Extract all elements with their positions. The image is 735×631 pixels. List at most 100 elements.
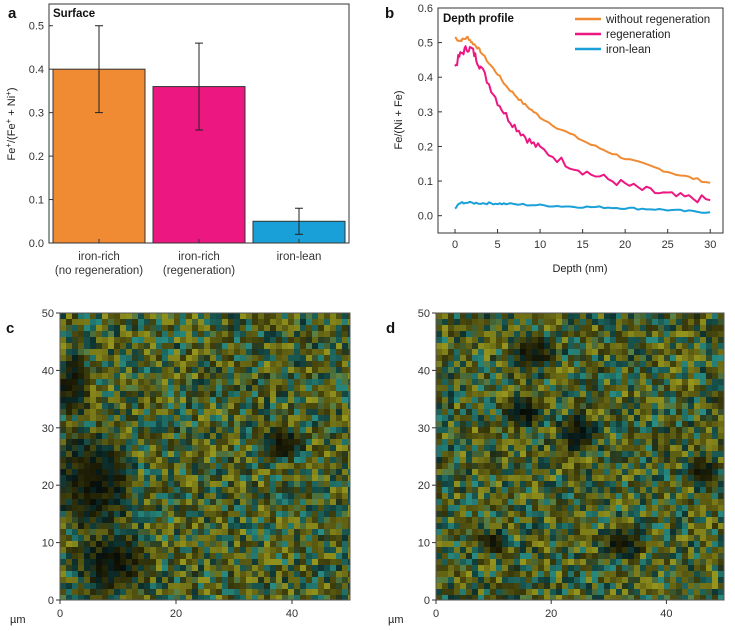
- map-pixel: [490, 385, 496, 391]
- map-pixel: [436, 565, 442, 571]
- map-pixel: [550, 541, 556, 547]
- map-pixel: [448, 325, 454, 331]
- map-pixel: [90, 457, 96, 463]
- map-pixel: [192, 427, 198, 433]
- map-pixel: [336, 403, 342, 409]
- map-pixel: [150, 577, 156, 583]
- map-pixel: [538, 421, 544, 427]
- map-pixel: [652, 421, 658, 427]
- map-pixel: [676, 433, 682, 439]
- map-pixel: [466, 421, 472, 427]
- map-pixel: [72, 349, 78, 355]
- map-pixel: [460, 523, 466, 529]
- map-pixel: [192, 445, 198, 451]
- map-pixel: [490, 325, 496, 331]
- map-pixel: [96, 451, 102, 457]
- map-pixel: [466, 439, 472, 445]
- map-pixel: [282, 595, 288, 600]
- map-pixel: [676, 373, 682, 379]
- map-pixel: [586, 547, 592, 553]
- map-pixel: [240, 367, 246, 373]
- map-pixel: [670, 571, 676, 577]
- map-pixel: [198, 565, 204, 571]
- map-pixel: [436, 577, 442, 583]
- map-pixel: [562, 451, 568, 457]
- map-pixel: [198, 373, 204, 379]
- map-pixel: [120, 559, 126, 565]
- map-pixel: [306, 385, 312, 391]
- map-pixel: [78, 427, 84, 433]
- map-pixel: [264, 367, 270, 373]
- map-pixel: [706, 577, 712, 583]
- map-pixel: [616, 589, 622, 595]
- map-pixel: [222, 415, 228, 421]
- map-pixel: [514, 397, 520, 403]
- map-pixel: [204, 577, 210, 583]
- map-pixel: [628, 337, 634, 343]
- map-pixel: [72, 355, 78, 361]
- map-pixel: [114, 415, 120, 421]
- map-pixel: [198, 409, 204, 415]
- map-pixel: [448, 547, 454, 553]
- map-pixel: [204, 565, 210, 571]
- map-pixel: [288, 421, 294, 427]
- map-pixel: [264, 499, 270, 505]
- map-pixel: [168, 445, 174, 451]
- map-pixel: [336, 517, 342, 523]
- map-pixel: [532, 547, 538, 553]
- map-pixel: [454, 349, 460, 355]
- map-pixel: [264, 391, 270, 397]
- map-pixel: [472, 499, 478, 505]
- map-pixel: [514, 415, 520, 421]
- map-pixel: [466, 415, 472, 421]
- map-pixel: [300, 433, 306, 439]
- map-pixel: [502, 469, 508, 475]
- map-pixel: [628, 463, 634, 469]
- map-pixel: [604, 451, 610, 457]
- map-pixel: [102, 463, 108, 469]
- map-pixel: [306, 571, 312, 577]
- map-pixel: [478, 589, 484, 595]
- map-pixel: [454, 379, 460, 385]
- map-pixel: [72, 421, 78, 427]
- map-pixel: [132, 367, 138, 373]
- map-pixel: [258, 541, 264, 547]
- map-pixel: [264, 403, 270, 409]
- map-pixel: [120, 427, 126, 433]
- map-pixel: [204, 529, 210, 535]
- map-pixel: [556, 523, 562, 529]
- map-pixel: [324, 499, 330, 505]
- map-pixel: [138, 559, 144, 565]
- map-pixel: [460, 355, 466, 361]
- map-pixel: [138, 373, 144, 379]
- map-pixel: [568, 367, 574, 373]
- map-pixel: [484, 451, 490, 457]
- map-pixel: [472, 469, 478, 475]
- map-pixel: [156, 355, 162, 361]
- map-pixel: [652, 523, 658, 529]
- map-pixel: [508, 505, 514, 511]
- map-pixel: [222, 403, 228, 409]
- map-pixel: [460, 487, 466, 493]
- map-pixel: [96, 313, 102, 319]
- map-pixel: [586, 367, 592, 373]
- map-pixel: [490, 445, 496, 451]
- map-pixel: [252, 535, 258, 541]
- map-pixel: [102, 529, 108, 535]
- map-pixel: [312, 433, 318, 439]
- map-pixel: [700, 325, 706, 331]
- map-pixel: [706, 325, 712, 331]
- map-pixel: [156, 499, 162, 505]
- map-pixel: [156, 463, 162, 469]
- map-pixel: [282, 463, 288, 469]
- map-pixel: [66, 409, 72, 415]
- map-pixel: [216, 391, 222, 397]
- map-pixel: [538, 559, 544, 565]
- map-pixel: [622, 505, 628, 511]
- map-pixel: [472, 409, 478, 415]
- map-pixel: [586, 373, 592, 379]
- map-pixel: [60, 571, 66, 577]
- map-pixel: [454, 559, 460, 565]
- map-pixel: [282, 433, 288, 439]
- map-pixel: [66, 505, 72, 511]
